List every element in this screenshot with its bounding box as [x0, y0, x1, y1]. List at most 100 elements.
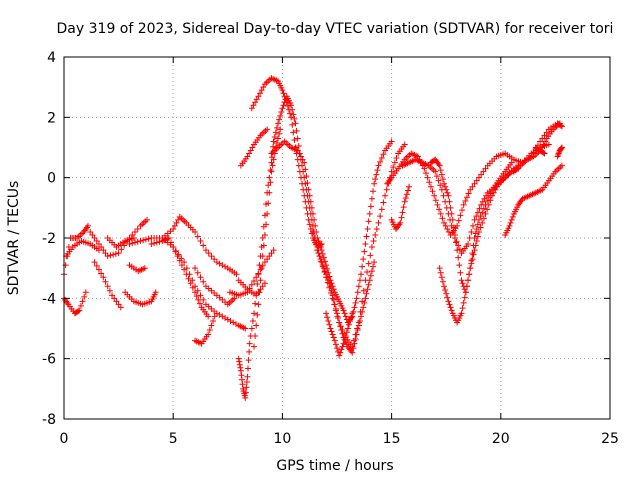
data-point — [206, 327, 213, 334]
data-point — [326, 284, 333, 291]
data-point — [319, 263, 326, 270]
data-point — [414, 153, 421, 160]
data-point — [473, 225, 480, 232]
data-point — [329, 283, 336, 290]
data-point — [475, 174, 482, 181]
data-point — [468, 228, 475, 235]
series-track-23 — [323, 310, 356, 359]
data-point — [459, 207, 466, 214]
data-point — [251, 343, 258, 350]
data-point — [339, 343, 346, 350]
data-point — [457, 212, 464, 219]
data-point — [360, 287, 367, 294]
data-point — [469, 183, 476, 190]
data-point — [246, 340, 253, 347]
data-point — [255, 271, 262, 278]
data-point — [170, 225, 177, 232]
data-point — [109, 292, 116, 299]
data-point — [344, 325, 351, 332]
data-point — [91, 259, 98, 266]
data-point — [254, 281, 261, 288]
data-point — [255, 301, 262, 308]
data-point — [270, 138, 277, 145]
data-point — [187, 280, 194, 287]
data-point — [426, 179, 433, 186]
data-point — [248, 281, 255, 288]
data-point — [287, 110, 294, 117]
data-point — [249, 144, 256, 151]
y-tick-label: -6 — [42, 352, 56, 368]
data-point — [441, 283, 448, 290]
data-point — [303, 173, 310, 180]
data-point — [328, 280, 335, 287]
data-point — [362, 277, 369, 284]
data-point — [110, 251, 117, 258]
data-point — [245, 357, 252, 364]
data-point — [400, 204, 407, 211]
data-point — [266, 253, 273, 260]
x-tick-label: 25 — [601, 431, 619, 447]
data-point — [233, 271, 240, 278]
data-point — [358, 271, 365, 278]
series-track-28 — [436, 165, 522, 326]
data-point — [145, 235, 152, 242]
data-point — [102, 250, 109, 257]
data-point — [181, 259, 188, 266]
data-point — [141, 265, 148, 272]
data-point — [265, 200, 272, 207]
data-point — [450, 228, 457, 235]
series-track-21 — [268, 138, 395, 326]
data-point — [236, 358, 243, 365]
data-point — [473, 238, 480, 245]
data-point — [284, 103, 291, 110]
data-point — [454, 247, 461, 254]
data-point — [461, 286, 468, 293]
data-point — [339, 327, 346, 334]
data-point — [478, 171, 485, 178]
data-point — [506, 222, 513, 229]
data-point — [469, 256, 476, 263]
data-point — [251, 310, 258, 317]
data-point — [324, 279, 331, 286]
data-point — [348, 314, 355, 321]
data-point — [290, 129, 297, 136]
data-point — [75, 308, 82, 315]
data-point — [137, 238, 144, 245]
series-track-1 — [61, 222, 92, 278]
data-point — [257, 90, 264, 97]
data-point — [131, 228, 138, 235]
data-point — [210, 317, 217, 324]
data-point — [244, 373, 251, 380]
series-track-12 — [192, 265, 238, 308]
data-point — [172, 247, 179, 254]
data-point — [448, 210, 455, 217]
data-point — [456, 262, 463, 269]
data-point — [289, 106, 296, 113]
data-point — [273, 139, 280, 146]
data-point — [401, 141, 408, 148]
data-point — [450, 224, 457, 231]
data-point — [196, 300, 203, 307]
data-point — [347, 317, 354, 324]
data-point — [270, 156, 277, 163]
data-point — [482, 165, 489, 172]
data-point — [388, 138, 395, 145]
data-point — [444, 189, 451, 196]
series-track-25 — [384, 141, 552, 238]
data-point — [95, 241, 102, 248]
data-point — [370, 238, 377, 245]
data-point — [431, 192, 438, 199]
data-point — [189, 277, 196, 284]
data-point — [362, 241, 369, 248]
data-point — [465, 277, 472, 284]
data-point — [375, 219, 382, 226]
data-point — [448, 307, 455, 314]
data-point — [216, 260, 223, 267]
data-point — [242, 325, 249, 332]
data-point — [219, 262, 226, 269]
data-point — [280, 102, 287, 109]
data-point — [82, 289, 89, 296]
data-point — [463, 283, 470, 290]
data-point — [237, 367, 244, 374]
data-point — [316, 253, 323, 260]
